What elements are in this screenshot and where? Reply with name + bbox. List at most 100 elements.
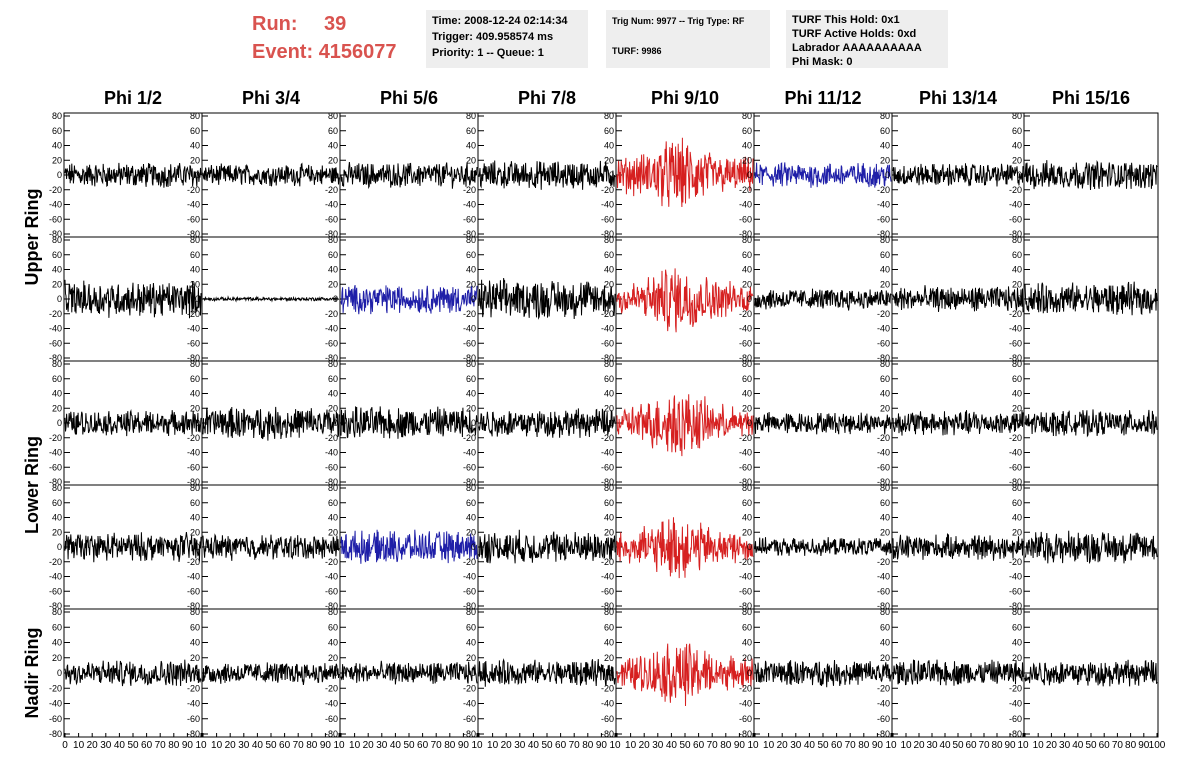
x-tick-label: 80 [858,740,870,751]
y-tick-label: -60 [49,586,62,596]
y-tick-label: -40 [1009,200,1022,210]
y-tick-label: -80 [739,229,752,239]
y-tick-label: 60 [742,498,752,508]
x-tick-label: 80 [444,740,456,751]
y-tick-label: 0 [333,418,338,428]
y-tick-label: -20 [877,683,890,693]
x-tick-label: 20 [87,740,99,751]
y-tick-label: 60 [52,498,62,508]
x-tick-label: 90 [458,740,470,751]
y-tick-label: -20 [739,433,752,443]
y-tick-label: 0 [609,294,614,304]
y-tick-label: -40 [187,324,200,334]
y-tick-label: 20 [466,279,476,289]
y-tick-label: 20 [52,527,62,537]
y-tick-label: -20 [739,309,752,319]
run-event-header: Run: 39 Event: 4156077 [252,10,397,66]
y-tick-label: -80 [49,601,62,611]
y-tick-label: 20 [466,403,476,413]
y-tick-label: 60 [1012,374,1022,384]
waveform-trace [1024,409,1158,438]
x-tick-label: 20 [363,740,375,751]
y-tick-label: 0 [1017,294,1022,304]
turf-this-hold-text: TURF This Hold: 0x1 [792,14,900,26]
y-tick-label: 0 [333,294,338,304]
waveform-trace [892,410,1024,436]
y-tick-label: -60 [187,338,200,348]
y-tick-label: 80 [880,235,890,245]
y-tick-label: -80 [1009,601,1022,611]
y-tick-label: -60 [187,214,200,224]
y-tick-label: 80 [604,111,614,121]
y-tick-label: -80 [325,229,338,239]
waveform-trace [64,162,202,188]
y-tick-label: -80 [601,601,614,611]
y-tick-label: -80 [49,229,62,239]
y-tick-label: 80 [190,111,200,121]
x-tick-label: 10 [333,740,345,751]
waveform-trace [892,533,1024,561]
y-tick-label: 80 [742,359,752,369]
y-tick-label: -40 [49,448,62,458]
run-label: Run: [252,13,298,35]
y-tick-label: -40 [601,572,614,582]
y-tick-label: 40 [190,389,200,399]
x-tick-label: 100 [1149,740,1166,751]
y-tick-label: -20 [463,309,476,319]
waveform-trace [616,394,754,457]
waveform-trace [64,532,202,563]
x-tick-label: 10 [900,740,912,751]
waveform-trace [478,658,616,687]
x-tick-label: 20 [913,740,925,751]
y-tick-label: 20 [328,279,338,289]
y-tick-label: 20 [880,155,890,165]
labrador-text: Labrador AAAAAAAAAA [792,42,922,54]
time-text: Time: 2008-12-24 02:14:34 [432,15,568,27]
y-tick-label: 0 [195,294,200,304]
y-tick-label: -60 [463,462,476,472]
y-tick-label: 20 [52,403,62,413]
y-tick-label: 40 [1012,141,1022,151]
y-tick-label: -60 [187,586,200,596]
y-tick-label: 40 [742,389,752,399]
y-tick-label: 20 [190,403,200,413]
y-tick-label: 40 [1012,265,1022,275]
y-tick-label: 20 [1012,403,1022,413]
y-tick-label: -60 [187,714,200,724]
y-tick-label: 80 [466,607,476,617]
x-tick-label: 10 [195,740,207,751]
y-tick-label: -80 [49,477,62,487]
x-tick-label: 40 [1072,740,1084,751]
y-tick-label: -20 [325,433,338,443]
waveform-trace [340,529,478,564]
y-tick-label: 0 [885,668,890,678]
y-tick-label: -20 [49,557,62,567]
y-tick-label: 80 [1012,483,1022,493]
y-tick-label: 60 [466,126,476,136]
y-tick-label: 0 [195,418,200,428]
y-tick-label: 40 [52,638,62,648]
x-tick-label: 50 [541,740,553,751]
y-tick-label: -20 [1009,433,1022,443]
y-tick-label: -40 [49,572,62,582]
y-tick-label: 0 [333,668,338,678]
y-tick-label: -80 [1009,477,1022,487]
y-tick-label: 80 [1012,607,1022,617]
y-tick-label: 60 [604,126,614,136]
y-tick-label: 40 [604,513,614,523]
y-tick-label: -80 [1009,353,1022,363]
y-tick-label: -60 [877,338,890,348]
y-tick-label: -40 [463,448,476,458]
x-tick-label: 90 [1004,740,1016,751]
y-tick-label: -60 [1009,714,1022,724]
column-title: Phi 9/10 [651,88,719,108]
y-tick-label: -20 [1009,683,1022,693]
y-tick-label: 40 [190,265,200,275]
y-tick-label: 20 [328,527,338,537]
y-tick-label: -20 [325,309,338,319]
y-tick-label: 40 [466,513,476,523]
x-tick-label: 80 [991,740,1003,751]
x-tick-label: 60 [965,740,977,751]
row-title: Upper Ring [22,189,42,286]
waveform-trace [892,163,1024,187]
